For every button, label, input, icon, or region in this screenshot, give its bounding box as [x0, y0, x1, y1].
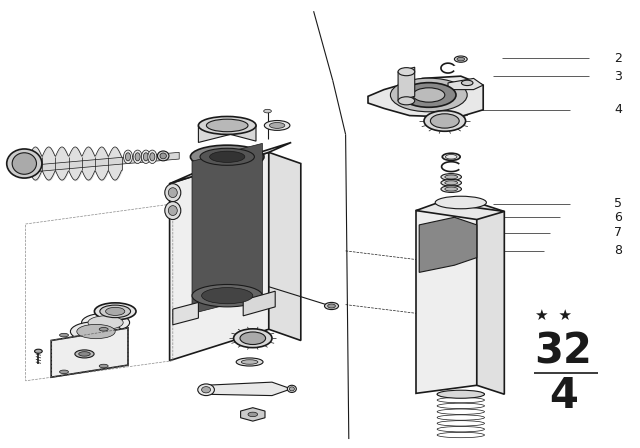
- Polygon shape: [368, 76, 483, 116]
- Ellipse shape: [75, 350, 94, 358]
- Polygon shape: [51, 328, 128, 377]
- Ellipse shape: [248, 412, 258, 417]
- Ellipse shape: [99, 327, 108, 331]
- Polygon shape: [205, 382, 291, 396]
- Ellipse shape: [264, 121, 290, 130]
- Polygon shape: [26, 152, 179, 172]
- Ellipse shape: [240, 332, 266, 345]
- Ellipse shape: [210, 151, 244, 163]
- Ellipse shape: [441, 174, 461, 181]
- Ellipse shape: [133, 150, 142, 164]
- Polygon shape: [243, 291, 275, 316]
- Polygon shape: [416, 202, 504, 220]
- Ellipse shape: [165, 202, 181, 220]
- Ellipse shape: [424, 111, 466, 131]
- Polygon shape: [448, 78, 483, 90]
- Polygon shape: [170, 152, 269, 361]
- Ellipse shape: [135, 153, 140, 161]
- Text: ★  ★: ★ ★: [535, 308, 572, 323]
- Ellipse shape: [165, 184, 181, 202]
- Ellipse shape: [390, 78, 467, 112]
- Ellipse shape: [12, 153, 36, 174]
- Ellipse shape: [192, 284, 262, 307]
- Ellipse shape: [150, 153, 155, 161]
- Ellipse shape: [168, 188, 177, 198]
- Ellipse shape: [206, 119, 248, 132]
- Ellipse shape: [241, 360, 258, 364]
- Ellipse shape: [437, 390, 484, 398]
- Ellipse shape: [35, 349, 42, 353]
- Ellipse shape: [191, 145, 264, 168]
- Text: 7: 7: [614, 226, 622, 240]
- Ellipse shape: [141, 150, 150, 164]
- Text: 4: 4: [614, 103, 622, 116]
- Ellipse shape: [168, 206, 177, 215]
- Ellipse shape: [441, 179, 461, 186]
- Ellipse shape: [60, 370, 68, 374]
- Text: 32: 32: [534, 331, 592, 373]
- Ellipse shape: [77, 324, 115, 339]
- Ellipse shape: [6, 149, 42, 178]
- Ellipse shape: [160, 153, 166, 159]
- Ellipse shape: [264, 109, 271, 113]
- Ellipse shape: [157, 151, 169, 161]
- Ellipse shape: [88, 316, 124, 329]
- Ellipse shape: [82, 313, 130, 332]
- Polygon shape: [173, 302, 198, 325]
- Ellipse shape: [435, 196, 486, 209]
- Polygon shape: [398, 67, 415, 101]
- Polygon shape: [192, 143, 262, 314]
- Ellipse shape: [234, 329, 272, 348]
- Ellipse shape: [430, 114, 459, 128]
- Ellipse shape: [60, 333, 68, 337]
- Polygon shape: [477, 202, 504, 394]
- Ellipse shape: [402, 83, 456, 108]
- Ellipse shape: [445, 181, 458, 185]
- Text: 6: 6: [614, 211, 622, 224]
- Ellipse shape: [445, 187, 458, 191]
- Ellipse shape: [289, 387, 294, 391]
- Ellipse shape: [454, 56, 467, 62]
- Ellipse shape: [148, 150, 157, 164]
- Text: 4: 4: [548, 375, 578, 418]
- Ellipse shape: [99, 364, 108, 368]
- Ellipse shape: [106, 307, 125, 315]
- Ellipse shape: [398, 97, 415, 105]
- Polygon shape: [269, 152, 301, 340]
- Ellipse shape: [324, 302, 339, 310]
- Polygon shape: [416, 202, 477, 393]
- Ellipse shape: [236, 358, 263, 366]
- Ellipse shape: [198, 116, 256, 134]
- Ellipse shape: [328, 304, 335, 308]
- Ellipse shape: [202, 387, 211, 393]
- Ellipse shape: [398, 68, 415, 76]
- Ellipse shape: [413, 88, 445, 102]
- Text: 5: 5: [614, 197, 622, 211]
- Ellipse shape: [442, 153, 460, 160]
- Ellipse shape: [125, 153, 131, 161]
- Ellipse shape: [100, 305, 131, 318]
- Polygon shape: [198, 116, 256, 142]
- Ellipse shape: [200, 148, 254, 165]
- Ellipse shape: [461, 80, 473, 86]
- Ellipse shape: [198, 384, 214, 396]
- Ellipse shape: [70, 322, 122, 341]
- Text: 8: 8: [614, 244, 622, 258]
- Ellipse shape: [269, 123, 285, 128]
- Ellipse shape: [143, 153, 148, 161]
- Text: 2: 2: [614, 52, 622, 65]
- Ellipse shape: [441, 186, 461, 193]
- Polygon shape: [419, 217, 477, 272]
- Ellipse shape: [287, 385, 296, 392]
- Ellipse shape: [445, 175, 458, 179]
- Ellipse shape: [202, 288, 253, 304]
- Ellipse shape: [124, 150, 132, 164]
- Ellipse shape: [79, 352, 90, 356]
- Polygon shape: [170, 142, 291, 184]
- Polygon shape: [241, 408, 265, 421]
- Ellipse shape: [457, 57, 465, 61]
- Ellipse shape: [95, 303, 136, 320]
- Text: 3: 3: [614, 69, 622, 83]
